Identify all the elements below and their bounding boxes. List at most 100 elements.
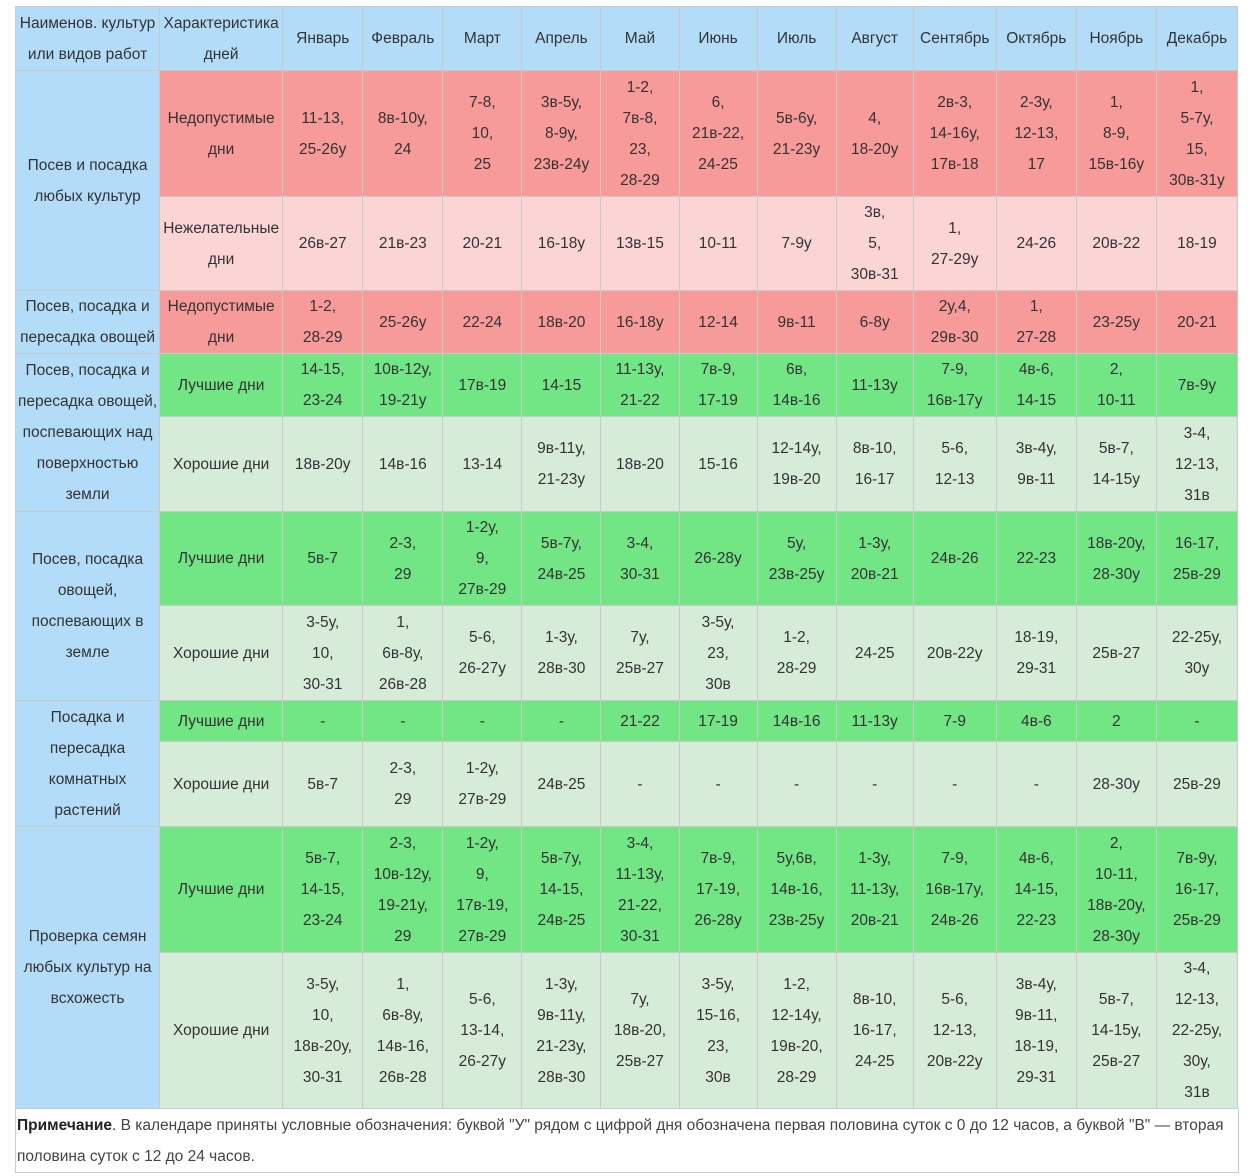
day-cell: 1-2у, 27в-29 [442, 741, 523, 827]
day-cell: 10-11 [678, 196, 758, 291]
day-cell: 3-4, 12-13, 31в [1155, 416, 1239, 512]
day-cell: 17-19 [678, 700, 758, 742]
day-cell: 1-2, 7в-8, 23, 28-29 [600, 70, 680, 197]
day-type-cell: Лучшие дни [159, 700, 284, 742]
table-row: Посев, посадка и пересадка овощей Недопус… [14, 290, 1239, 354]
day-cell: 7-9у [756, 196, 837, 291]
day-cell: 8в-10у, 24 [362, 70, 444, 197]
header-month: Декабрь [1155, 6, 1239, 71]
day-type-cell: Нежелательные дни [159, 196, 284, 291]
day-cell: 18-19, 29-31 [995, 605, 1077, 701]
table-row: Посадка и пересадка комнатных растений Лу… [14, 700, 1239, 827]
day-cell: 3-4, 12-13, 22-25у, 30у, 31в [1155, 952, 1239, 1109]
table-row: Проверка семян любых культур на всхожест… [14, 826, 1239, 1109]
day-cell: 1-2, 28-29 [756, 605, 837, 701]
day-cell: 9в-11у, 21-23у [521, 416, 602, 512]
day-cell: 8в-10, 16-17, 24-25 [835, 952, 914, 1109]
header-month: Сентябрь [912, 6, 997, 71]
day-cell: 11-13у, 21-22 [600, 353, 680, 417]
day-cell: 3в-4у, 9в-11 [995, 416, 1077, 512]
day-cell: - [835, 741, 914, 827]
day-type-cell: Хорошие дни [159, 416, 284, 512]
day-type-cell: Хорошие дни [159, 741, 284, 827]
day-cell: 18в-20 [600, 416, 680, 512]
day-cell: 1-3у, 9в-11у, 21-23у, 28в-30 [521, 952, 602, 1109]
day-cell: 26-28у [678, 511, 758, 606]
day-cell: 12-14 [678, 290, 758, 354]
day-cell: 23-25у [1075, 290, 1157, 354]
day-cell: - [678, 741, 758, 827]
header-month: Январь [282, 6, 364, 71]
header-month: Май [600, 6, 680, 71]
day-cell: 7в-9у, 16-17, 25в-29 [1155, 826, 1239, 953]
day-cell: 5в-7, 14-15у, 25в-27 [1075, 952, 1157, 1109]
day-cell: 3-4, 30-31 [600, 511, 680, 606]
day-cell: 1, 8-9, 15в-16у [1075, 70, 1157, 197]
day-cell: 2у,4, 29в-30 [912, 290, 997, 354]
day-cell: 12-14у, 19в-20 [756, 416, 837, 512]
day-cell: 5в-6у, 21-23у [756, 70, 837, 197]
day-cell: 3-5у, 15-16, 23, 30в [678, 952, 758, 1109]
table-row: Посев и посадка любых культур Недопустимы… [14, 70, 1239, 291]
day-cell: 1-2у, 9, 17в-19, 27в-29 [442, 826, 523, 953]
day-cell: 14в-16 [756, 700, 837, 742]
day-cell: 13в-15 [600, 196, 680, 291]
day-cell: 1, 27-29у [912, 196, 997, 291]
day-cell: 2-3, 10в-12у, 19-21у, 29 [362, 826, 444, 953]
day-cell: - [1155, 700, 1239, 742]
day-cell: 2-3у, 12-13, 17 [995, 70, 1077, 197]
header-month: Июнь [678, 6, 758, 71]
day-cell: 5в-7у, 24в-25 [521, 511, 602, 606]
header-culture: Наименов. культур или видов работ [14, 6, 161, 71]
day-cell: 11-13, 25-26у [282, 70, 364, 197]
day-cell: 1-3у, 11-13у, 20в-21 [835, 826, 914, 953]
day-cell: 2-3, 29 [362, 511, 444, 606]
day-cell: 1, 6в-8у, 26в-28 [362, 605, 444, 701]
day-cell: 3в-5у, 8-9у, 23в-24у [521, 70, 602, 197]
day-cell: 2, 10-11 [1075, 353, 1157, 417]
header-month: Ноябрь [1075, 6, 1157, 71]
day-cell: 5у, 23в-25у [756, 511, 837, 606]
day-cell: - [362, 700, 444, 742]
day-cell: 2, 10-11, 18в-20у, 28-30у [1075, 826, 1157, 953]
day-cell: 3-5у, 10, 18в-20у, 30-31 [282, 952, 364, 1109]
day-cell: 1, 27-28 [995, 290, 1077, 354]
category-cell: Посадка и пересадка комнатных растений [14, 700, 161, 827]
day-type-cell: Хорошие дни [159, 605, 284, 701]
day-type-cell: Лучшие дни [159, 826, 284, 953]
day-cell: 16-17, 25в-29 [1155, 511, 1239, 606]
day-cell: 1-3у, 28в-30 [521, 605, 602, 701]
day-cell: 11-13у [835, 353, 914, 417]
table-header-row: Наименов. культур или видов работ Характе… [14, 6, 1239, 71]
day-cell: 4в-6, 14-15, 22-23 [995, 826, 1077, 953]
day-type-cell: Лучшие дни [159, 511, 284, 606]
day-cell: 5в-7 [282, 511, 364, 606]
day-cell: 7-9, 16в-17у, 24в-26 [912, 826, 997, 953]
table-row: Хорошие дни 3-5у, 10, 18в-20у, 30-31 1, 6в-8у,… [16, 952, 1239, 1109]
day-cell: 3-5у, 23, 30в [678, 605, 758, 701]
header-month: Март [442, 6, 523, 71]
day-cell: 5-6, 12-13 [912, 416, 997, 512]
day-cell: - [442, 700, 523, 742]
day-cell: 25в-27 [1075, 605, 1157, 701]
category-cell: Посев, посадка и пересадка овощей [14, 290, 161, 354]
day-cell: 6, 21в-22, 24-25 [678, 70, 758, 197]
day-cell: 3в, 5, 30в-31 [835, 196, 914, 291]
table-row: Посев, посадка и пересадка овощей, поспе… [14, 353, 1239, 512]
day-cell: 5в-7, 14-15у [1075, 416, 1157, 512]
day-cell: 7-8, 10, 25 [442, 70, 523, 197]
day-cell: 26в-27 [282, 196, 364, 291]
header-month: Июль [756, 6, 837, 71]
day-cell: 1-2у, 9, 27в-29 [442, 511, 523, 606]
day-cell: 11-13у [835, 700, 914, 742]
day-cell: 3-5у, 10, 30-31 [282, 605, 364, 701]
day-cell: 14-15, 23-24 [282, 353, 364, 417]
header-month: Апрель [521, 6, 602, 71]
day-cell: 4в-6, 14-15 [995, 353, 1077, 417]
day-cell: 24-25 [835, 605, 914, 701]
day-cell: 8в-10, 16-17 [835, 416, 914, 512]
day-cell: 5в-7 [282, 741, 364, 827]
day-cell: 10в-12у, 19-21у [362, 353, 444, 417]
note-text: . В календаре приняты условные обозначен… [17, 1117, 1224, 1165]
header-day-type: Характеристика дней [159, 6, 284, 71]
